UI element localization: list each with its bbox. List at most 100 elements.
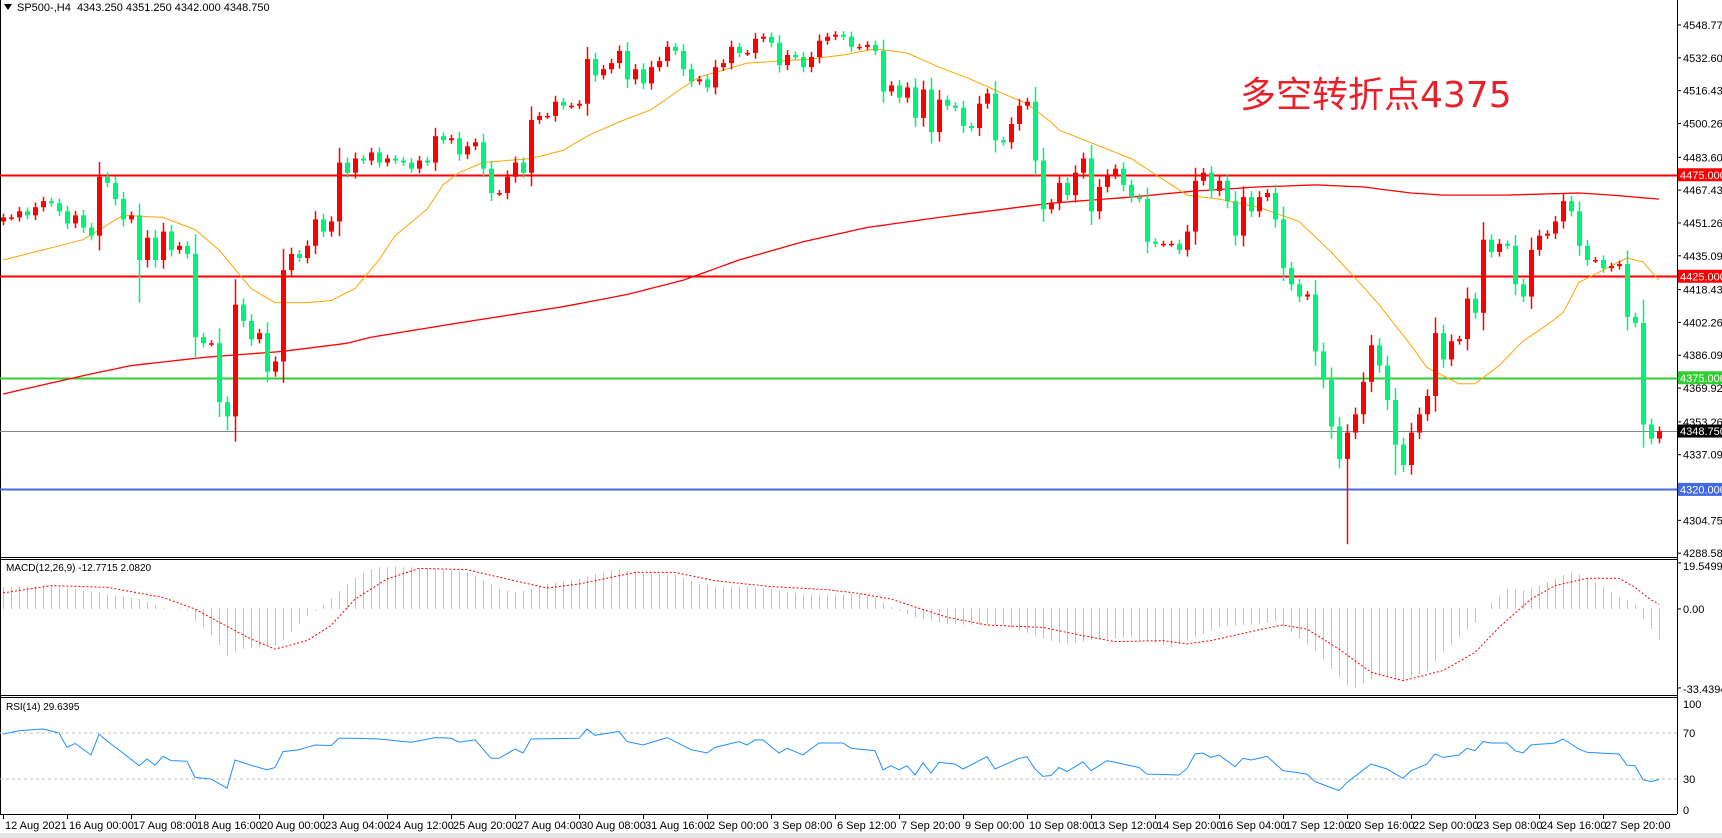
- candle-bearish: [1577, 211, 1582, 246]
- candle-bullish: [473, 142, 478, 147]
- candle-bullish: [833, 34, 838, 37]
- candle-bullish: [1305, 294, 1310, 297]
- candle-bullish: [1113, 168, 1118, 175]
- candle-bullish: [1449, 341, 1454, 360]
- candle-bearish: [153, 237, 158, 261]
- candle-bullish: [17, 211, 22, 218]
- price-tick-label: 4532.600: [1683, 53, 1722, 65]
- candle-bullish: [857, 46, 862, 49]
- candle-bearish: [409, 162, 414, 169]
- candle-bearish: [1137, 197, 1142, 200]
- candle-bullish: [1481, 239, 1486, 313]
- candle-bearish: [1393, 400, 1398, 445]
- macd-signal-line: [2, 567, 1660, 682]
- time-tick-label: 14 Sep 20:00: [1157, 820, 1222, 832]
- candle-bullish: [697, 79, 702, 82]
- candle-bearish: [641, 69, 646, 84]
- candle-bullish: [329, 221, 334, 232]
- time-tick-label: 16 Sep 04:00: [1221, 820, 1286, 832]
- candle-bullish: [665, 46, 670, 62]
- candle-bearish: [137, 215, 142, 261]
- candle-bullish: [1553, 221, 1558, 234]
- candle-bullish: [1353, 414, 1358, 433]
- candle-bearish: [1401, 444, 1406, 466]
- fast-moving-average-line: [2, 48, 1660, 385]
- candle-bullish: [1369, 345, 1374, 382]
- candle-bearish: [913, 87, 918, 118]
- candle-bearish: [1649, 424, 1654, 439]
- candle-bearish: [1521, 284, 1526, 297]
- candle-bullish: [809, 57, 814, 68]
- candle-bearish: [1153, 241, 1158, 244]
- rsi-label: RSI(14) 29.6395: [6, 702, 80, 713]
- candle-bearish: [241, 304, 246, 321]
- candle-bearish: [121, 199, 126, 220]
- time-tick-label: 23 Aug 04:00: [325, 820, 390, 832]
- symbol-timeframe: SP500-,H4: [17, 2, 71, 14]
- candle-bullish: [97, 176, 102, 236]
- candle-bullish: [1105, 174, 1110, 187]
- price-tick-label: 4386.090: [1683, 350, 1722, 362]
- level-price-label: 4475.000: [1680, 170, 1722, 182]
- candle-bullish: [729, 46, 734, 64]
- time-tick-label: 2 Sep 00:00: [709, 820, 768, 832]
- candle-bullish: [1097, 186, 1102, 212]
- candle-bullish: [1593, 260, 1598, 262]
- time-axis: 12 Aug 2021 16 Aug 00:00 17 Aug 08:00 18 Au…: [3, 814, 1670, 832]
- candle-bullish: [817, 40, 822, 58]
- candle-bearish: [1145, 199, 1150, 242]
- dropdown-triangle-icon[interactable]: [4, 4, 12, 10]
- time-tick-label: 25 Aug 20:00: [453, 820, 518, 832]
- candle-bullish: [1529, 249, 1534, 297]
- candle-bearish: [1209, 172, 1214, 191]
- candle-bearish: [1249, 197, 1254, 212]
- candle-bearish: [801, 57, 806, 68]
- candle-bullish: [1201, 172, 1206, 181]
- candle-bearish: [1225, 180, 1230, 202]
- candles: [1, 31, 1662, 545]
- candle-bullish: [753, 38, 758, 53]
- candle-bullish: [1657, 431, 1662, 439]
- candle-bullish: [369, 152, 374, 161]
- candle-bearish: [873, 44, 878, 51]
- candle-bullish: [889, 85, 894, 92]
- candle-bullish: [905, 87, 910, 98]
- candle-bullish: [649, 67, 654, 84]
- candle-bullish: [1561, 201, 1566, 222]
- candle-bullish: [449, 138, 454, 141]
- time-tick-label: 16 Aug 00:00: [69, 820, 134, 832]
- candle-bullish: [209, 343, 214, 345]
- candle-bearish: [681, 50, 686, 70]
- time-tick-label: 24 Sep 16:00: [1541, 820, 1606, 832]
- candle-bullish: [585, 59, 590, 104]
- candle-bullish: [1457, 339, 1462, 342]
- candle-bearish: [249, 320, 254, 340]
- chart-header: SP500-,H4 4343.250 4351.250 4342.000 434…: [4, 2, 270, 14]
- candle-bullish: [1049, 203, 1054, 210]
- level-price-tag: [1678, 371, 1722, 385]
- time-tick-label: 7 Sep 20:00: [901, 820, 960, 832]
- candle-bullish: [713, 67, 718, 88]
- candle-bullish: [545, 115, 550, 118]
- bottom-scrollbar[interactable]: [0, 833, 1722, 838]
- candle-bullish: [1537, 235, 1542, 250]
- candle-bullish: [9, 217, 14, 219]
- candle-bullish: [1025, 101, 1030, 106]
- candle-bearish: [217, 343, 222, 403]
- candle-bullish: [1265, 193, 1270, 198]
- candle-bullish: [1, 217, 6, 222]
- time-tick-label: 31 Aug 16:00: [645, 820, 710, 832]
- time-tick-label: 20 Sep 16:00: [1349, 820, 1414, 832]
- candle-bearish: [1129, 184, 1134, 198]
- candle-bearish: [1321, 351, 1326, 380]
- candle-bullish: [505, 176, 510, 194]
- candle-bullish: [41, 201, 46, 208]
- time-tick-label: 30 Aug 08:00: [581, 820, 646, 832]
- candle-bullish: [353, 158, 358, 173]
- candle-bearish: [969, 126, 974, 129]
- candle-bearish: [361, 158, 366, 161]
- time-tick-label: 10 Sep 08:00: [1029, 820, 1094, 832]
- candle-bullish: [865, 44, 870, 47]
